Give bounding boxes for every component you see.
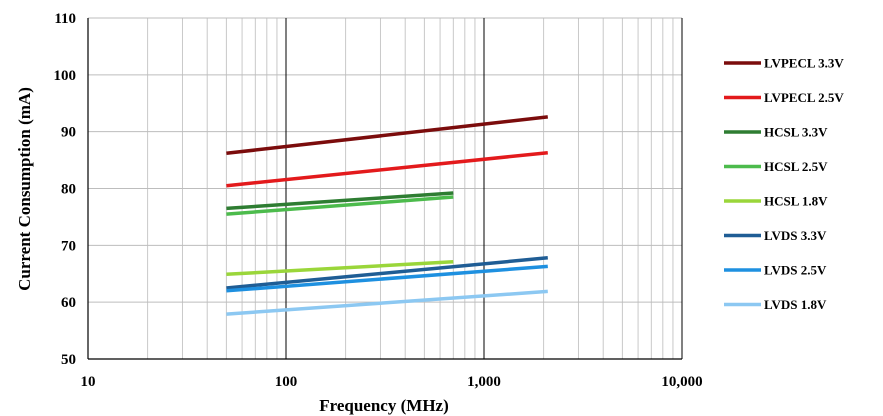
x-tick-label: 1,000 xyxy=(467,374,501,390)
legend-label: LVDS 3.3V xyxy=(764,228,827,243)
legend-label: HCSL 3.3V xyxy=(764,125,828,140)
y-tick-label: 110 xyxy=(54,11,76,27)
legend-label: LVPECL 2.5V xyxy=(764,90,844,105)
series-line xyxy=(226,115,548,156)
y-axis-title: Current Consumption (mA) xyxy=(15,87,34,291)
y-tick-label: 60 xyxy=(61,295,76,311)
series-lines xyxy=(226,115,548,316)
y-tick-label: 70 xyxy=(61,238,76,254)
x-tick-label: 100 xyxy=(275,374,298,390)
y-tick-label: 100 xyxy=(54,68,77,84)
y-tick-label: 80 xyxy=(61,182,76,198)
series-line xyxy=(226,289,548,316)
series-line xyxy=(226,150,548,188)
series-line xyxy=(226,260,454,277)
plot-frame xyxy=(87,18,682,360)
series-line xyxy=(226,195,454,216)
legend-label: LVDS 2.5V xyxy=(764,263,827,278)
x-axis-title: Frequency (MHz) xyxy=(319,396,449,415)
x-tick-label: 10 xyxy=(81,374,96,390)
grid xyxy=(87,17,683,360)
tick-labels: 50 60 70 80 90 100 110 10 100 1,000 10,000 xyxy=(54,11,703,390)
legend-label: HCSL 2.5V xyxy=(764,159,828,174)
legend-label: HCSL 1.8V xyxy=(764,194,828,209)
y-tick-label: 90 xyxy=(61,125,76,141)
series-line xyxy=(226,191,454,211)
series-line xyxy=(226,256,548,290)
x-tick-label: 10,000 xyxy=(661,374,702,390)
legend-label: LVPECL 3.3V xyxy=(764,56,844,71)
legend: LVPECL 3.3V LVPECL 2.5V HCSL 3.3V HCSL 2.5V… xyxy=(724,56,844,312)
y-tick-label: 50 xyxy=(61,352,76,368)
series-line xyxy=(226,264,548,293)
legend-label: LVDS 1.8V xyxy=(764,297,827,312)
